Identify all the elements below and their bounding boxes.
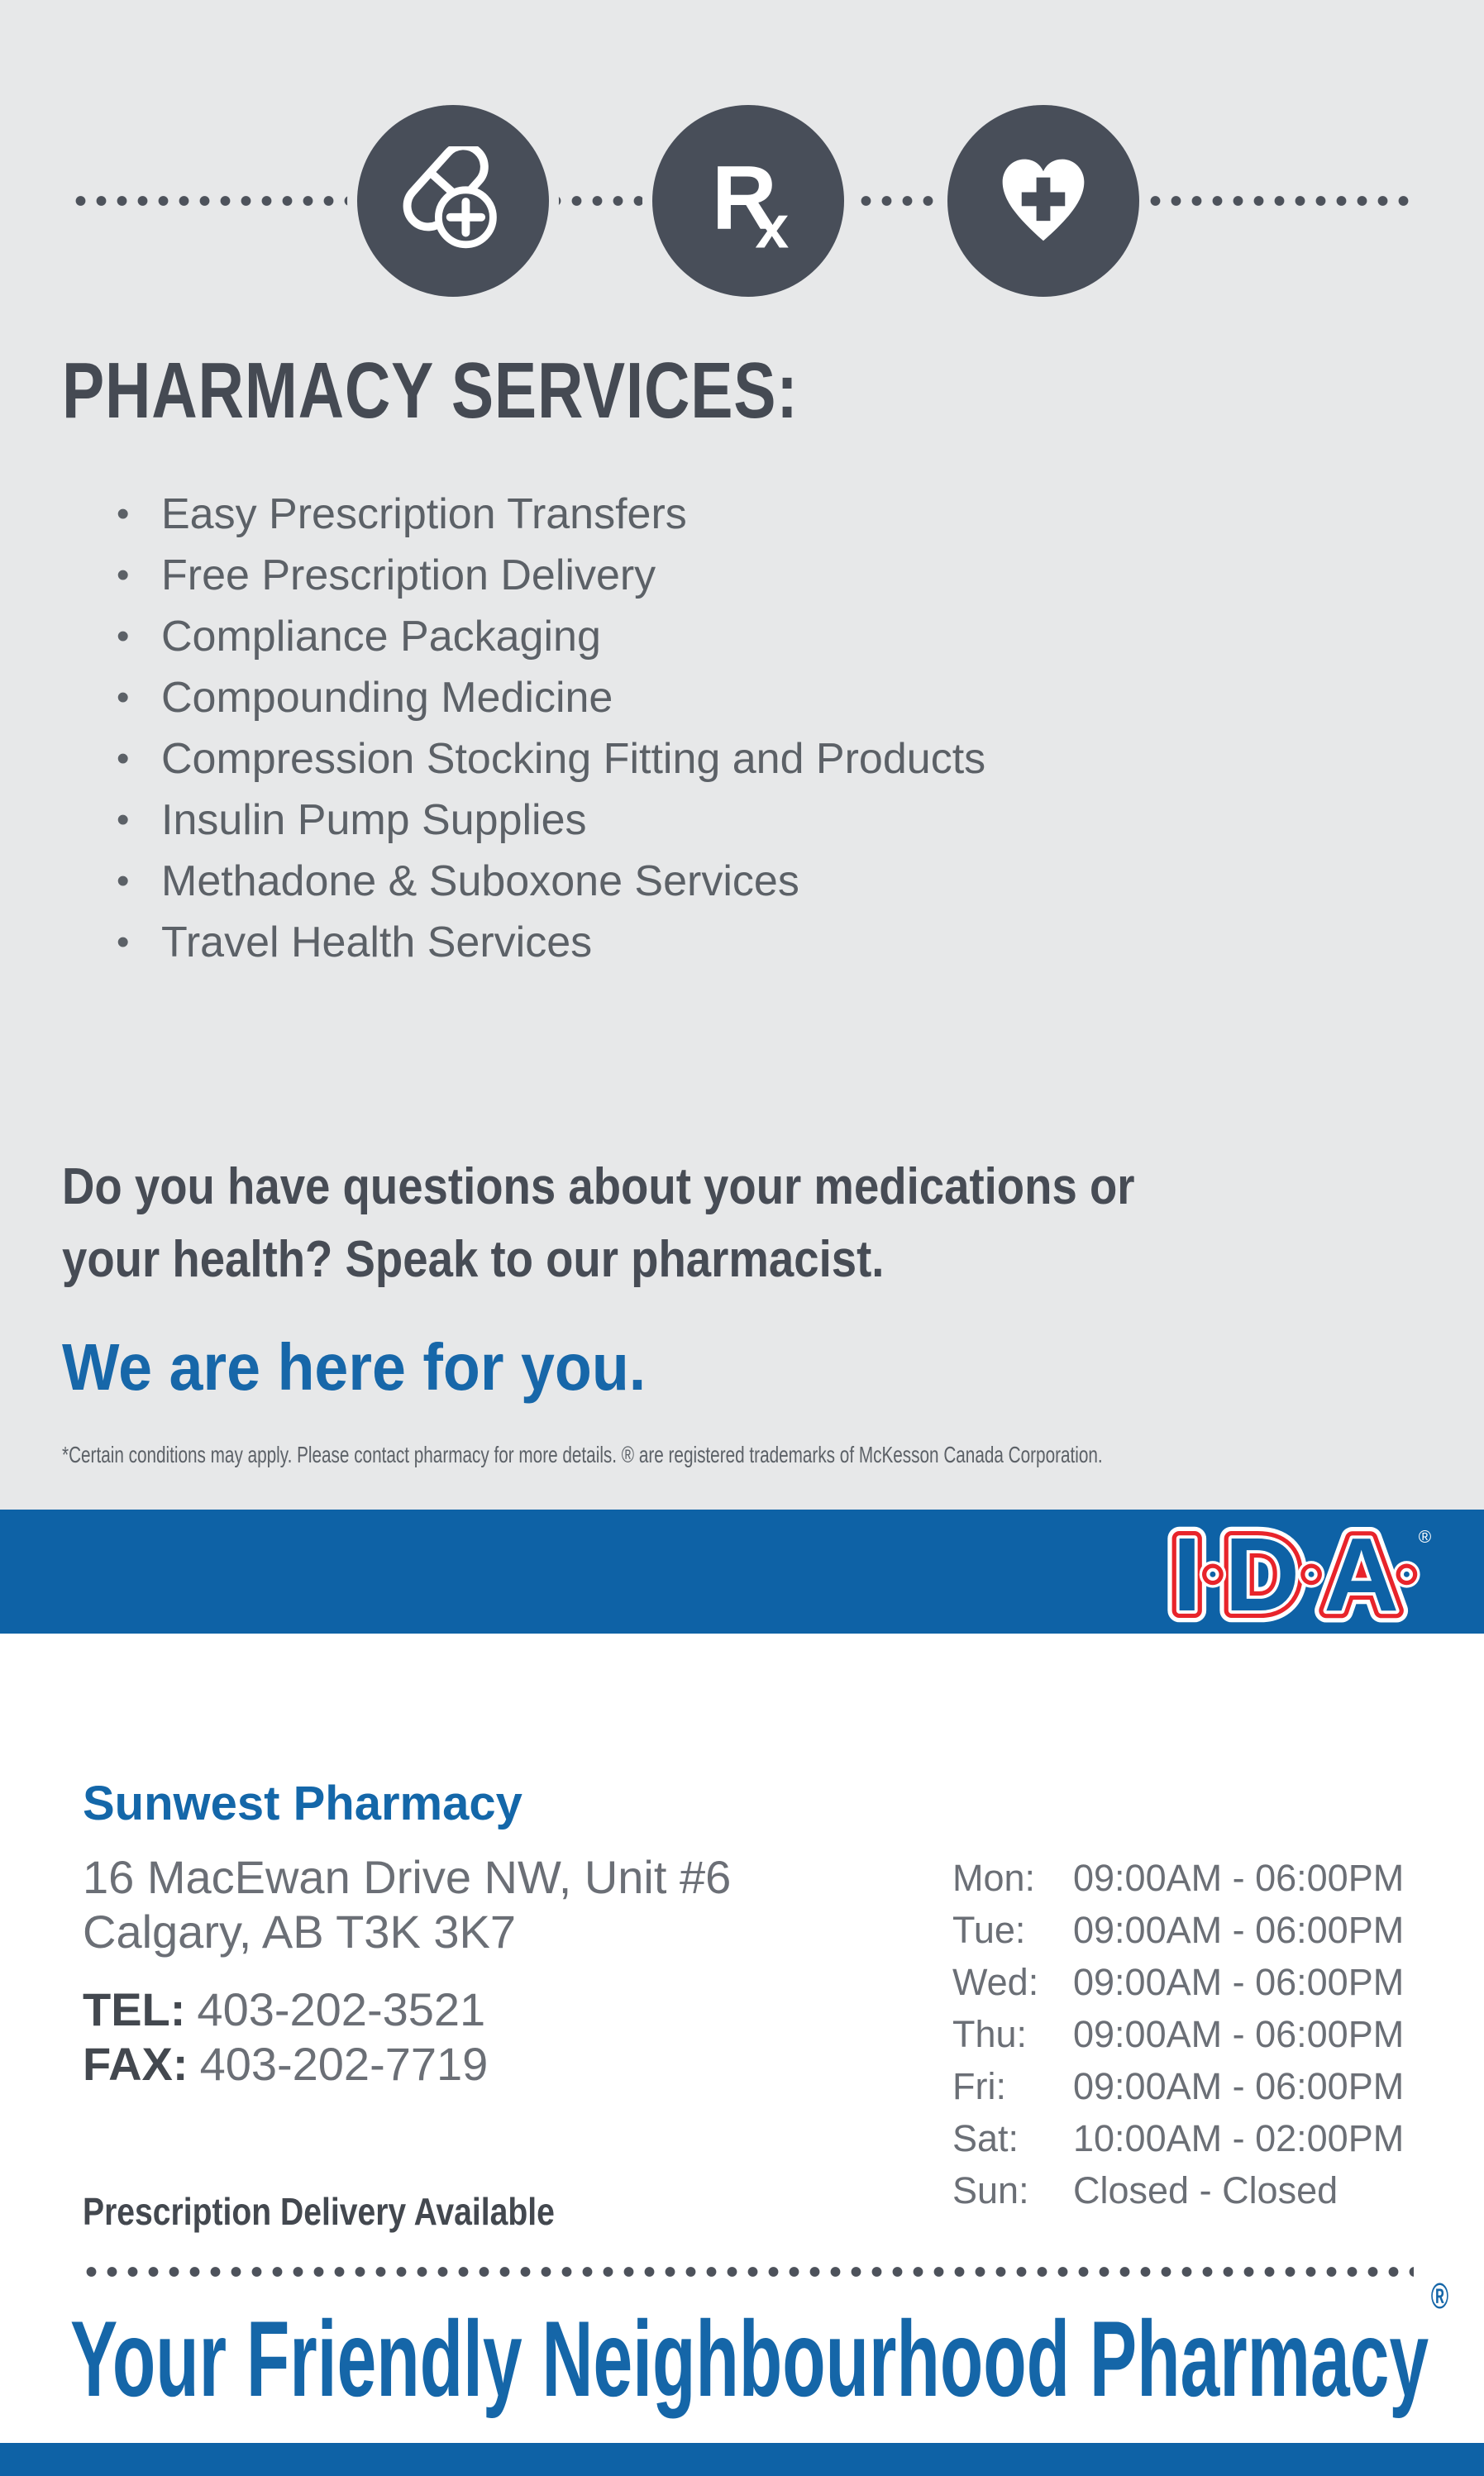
fax-row: FAX: 403-202-7719 [83,2037,488,2091]
svg-text:A: A [1324,1516,1399,1631]
list-item: • Insulin Pump Supplies [110,790,985,851]
hours-row: Thu: 09:00AM - 06:00PM [952,2013,1405,2055]
tagline-text: We are here for you. [62,1330,647,1404]
list-item: • Travel Health Services [110,912,985,973]
svg-text:A: A [1324,1516,1399,1631]
services-list: • Easy Prescription Transfers • Free Presc… [110,484,985,973]
address-line1: 16 MacEwan Drive NW, Unit #6 [83,1851,732,1903]
list-item: • Compliance Packaging [110,606,985,667]
fax-label: FAX: [83,2038,188,2090]
bullet-icon: • [117,555,130,595]
svg-text:A: A [1324,1516,1399,1631]
bullet-icon: • [117,799,130,840]
hours-row: Mon: 09:00AM - 06:00PM [952,1857,1405,1899]
svg-text:x: x [755,193,789,253]
ida-logo: I D A I D A I D A [1161,1513,1432,1631]
pharmacy-name: Sunwest Pharmacy [83,1777,523,1830]
tel-row: TEL: 403-202-3521 [83,1982,485,2036]
heart-cross-icon [947,105,1139,297]
bullet-icon: • [117,677,130,718]
hours-table: Mon: 09:00AM - 06:00PM Tue: 09:00AM - 06:0… [952,1852,1404,2216]
question-text: Do you have questions about your medicat… [62,1158,1135,1288]
brand-band: I D A I D A I D A [0,1510,1484,1634]
hours-row: Wed: 09:00AM - 06:00PM [952,1961,1405,2003]
rx-icon: R x [652,105,844,297]
bullet-icon: • [117,738,130,779]
registered-mark: ® [1430,2275,1449,2316]
svg-text:D: D [1224,1516,1300,1631]
hours-row: Sat: 10:00AM - 02:00PM [952,2117,1405,2159]
svg-text:R: R [712,149,777,249]
tel-number: 403-202-3521 [197,1983,486,2035]
registered-mark: ® [1419,1528,1432,1547]
list-item: • Methadone & Suboxone Services [110,851,985,912]
footer-blue-bar [0,2443,1484,2476]
bullet-icon: • [117,922,130,962]
list-item: • Free Prescription Delivery [110,545,985,606]
svg-text:D: D [1224,1516,1300,1631]
tel-label: TEL: [83,1983,186,2035]
hours-row: Tue: 09:00AM - 06:00PM [952,1909,1405,1951]
hours-row: Fri: 09:00AM - 06:00PM [952,2065,1405,2107]
bullet-icon: • [117,494,130,534]
pills-icon [357,105,549,297]
list-item: • Compression Stocking Fitting and Produc… [110,728,985,790]
hours-row: Sun: Closed - Closed [952,2169,1338,2211]
delivery-note: Prescription Delivery Available [83,2190,555,2233]
footer-tagline: Your Friendly Neighbourhood Pharmacy® [70,2275,1449,2419]
list-item: • Easy Prescription Transfers [110,484,985,545]
dotted-divider-bottom [81,2267,1414,2277]
fax-number: 403-202-7719 [199,2038,489,2090]
svg-text:I: I [1172,1516,1201,1631]
bullet-icon: • [117,861,130,901]
list-item: • Compounding Medicine [110,667,985,728]
disclaimer-text: *Certain conditions may apply. Please co… [62,1442,1103,1467]
address-line2: Calgary, AB T3K 3K7 [83,1906,516,1958]
logo-dots [1199,1560,1420,1588]
svg-text:D: D [1224,1516,1300,1631]
bullet-icon: • [117,616,130,656]
services-heading: PHARMACY SERVICES: [62,346,799,435]
